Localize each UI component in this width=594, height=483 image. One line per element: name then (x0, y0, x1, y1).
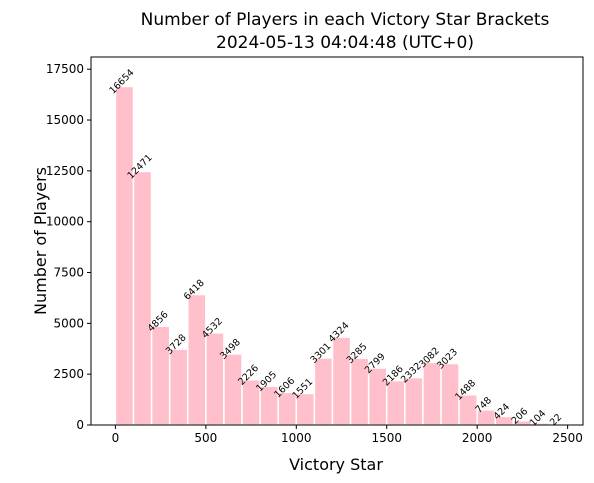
plot-area: 1665412471485637286418453234982226190516… (46, 56, 584, 445)
bar (132, 170, 153, 426)
x-tick-label: 2500 (552, 431, 583, 445)
bar (223, 353, 243, 426)
x-tick-label: 500 (194, 431, 217, 445)
y-tick-label: 15000 (46, 113, 84, 127)
y-tick-label: 0 (76, 418, 84, 432)
y-tick-label: 2500 (53, 367, 84, 381)
chart-title-line2: 2024-05-13 04:04:48 (UTC+0) (216, 33, 474, 53)
bar (205, 332, 225, 426)
data-label: 22 (548, 412, 564, 428)
bar (187, 293, 207, 426)
y-tick-label: 5000 (53, 316, 84, 330)
bar (150, 325, 171, 426)
y-tick-label: 7500 (53, 266, 84, 280)
y-tick-label: 17500 (46, 62, 84, 76)
x-tick-label: 1000 (281, 431, 312, 445)
y-tick-label: 12500 (46, 164, 84, 178)
bar (168, 348, 189, 426)
bar (313, 357, 334, 426)
y-tick-label: 10000 (46, 215, 84, 229)
bar (331, 336, 352, 426)
y-axis-label: Number of Players (31, 167, 50, 315)
bar (114, 85, 135, 426)
plot-frame (90, 56, 584, 426)
x-tick-label: 0 (112, 431, 120, 445)
x-axis-label: Victory Star (289, 455, 383, 474)
x-tick-label: 2000 (462, 431, 493, 445)
x-tick-label: 1500 (371, 431, 402, 445)
chart-title-line1: Number of Players in each Victory Star B… (141, 10, 550, 30)
bar (422, 361, 442, 426)
